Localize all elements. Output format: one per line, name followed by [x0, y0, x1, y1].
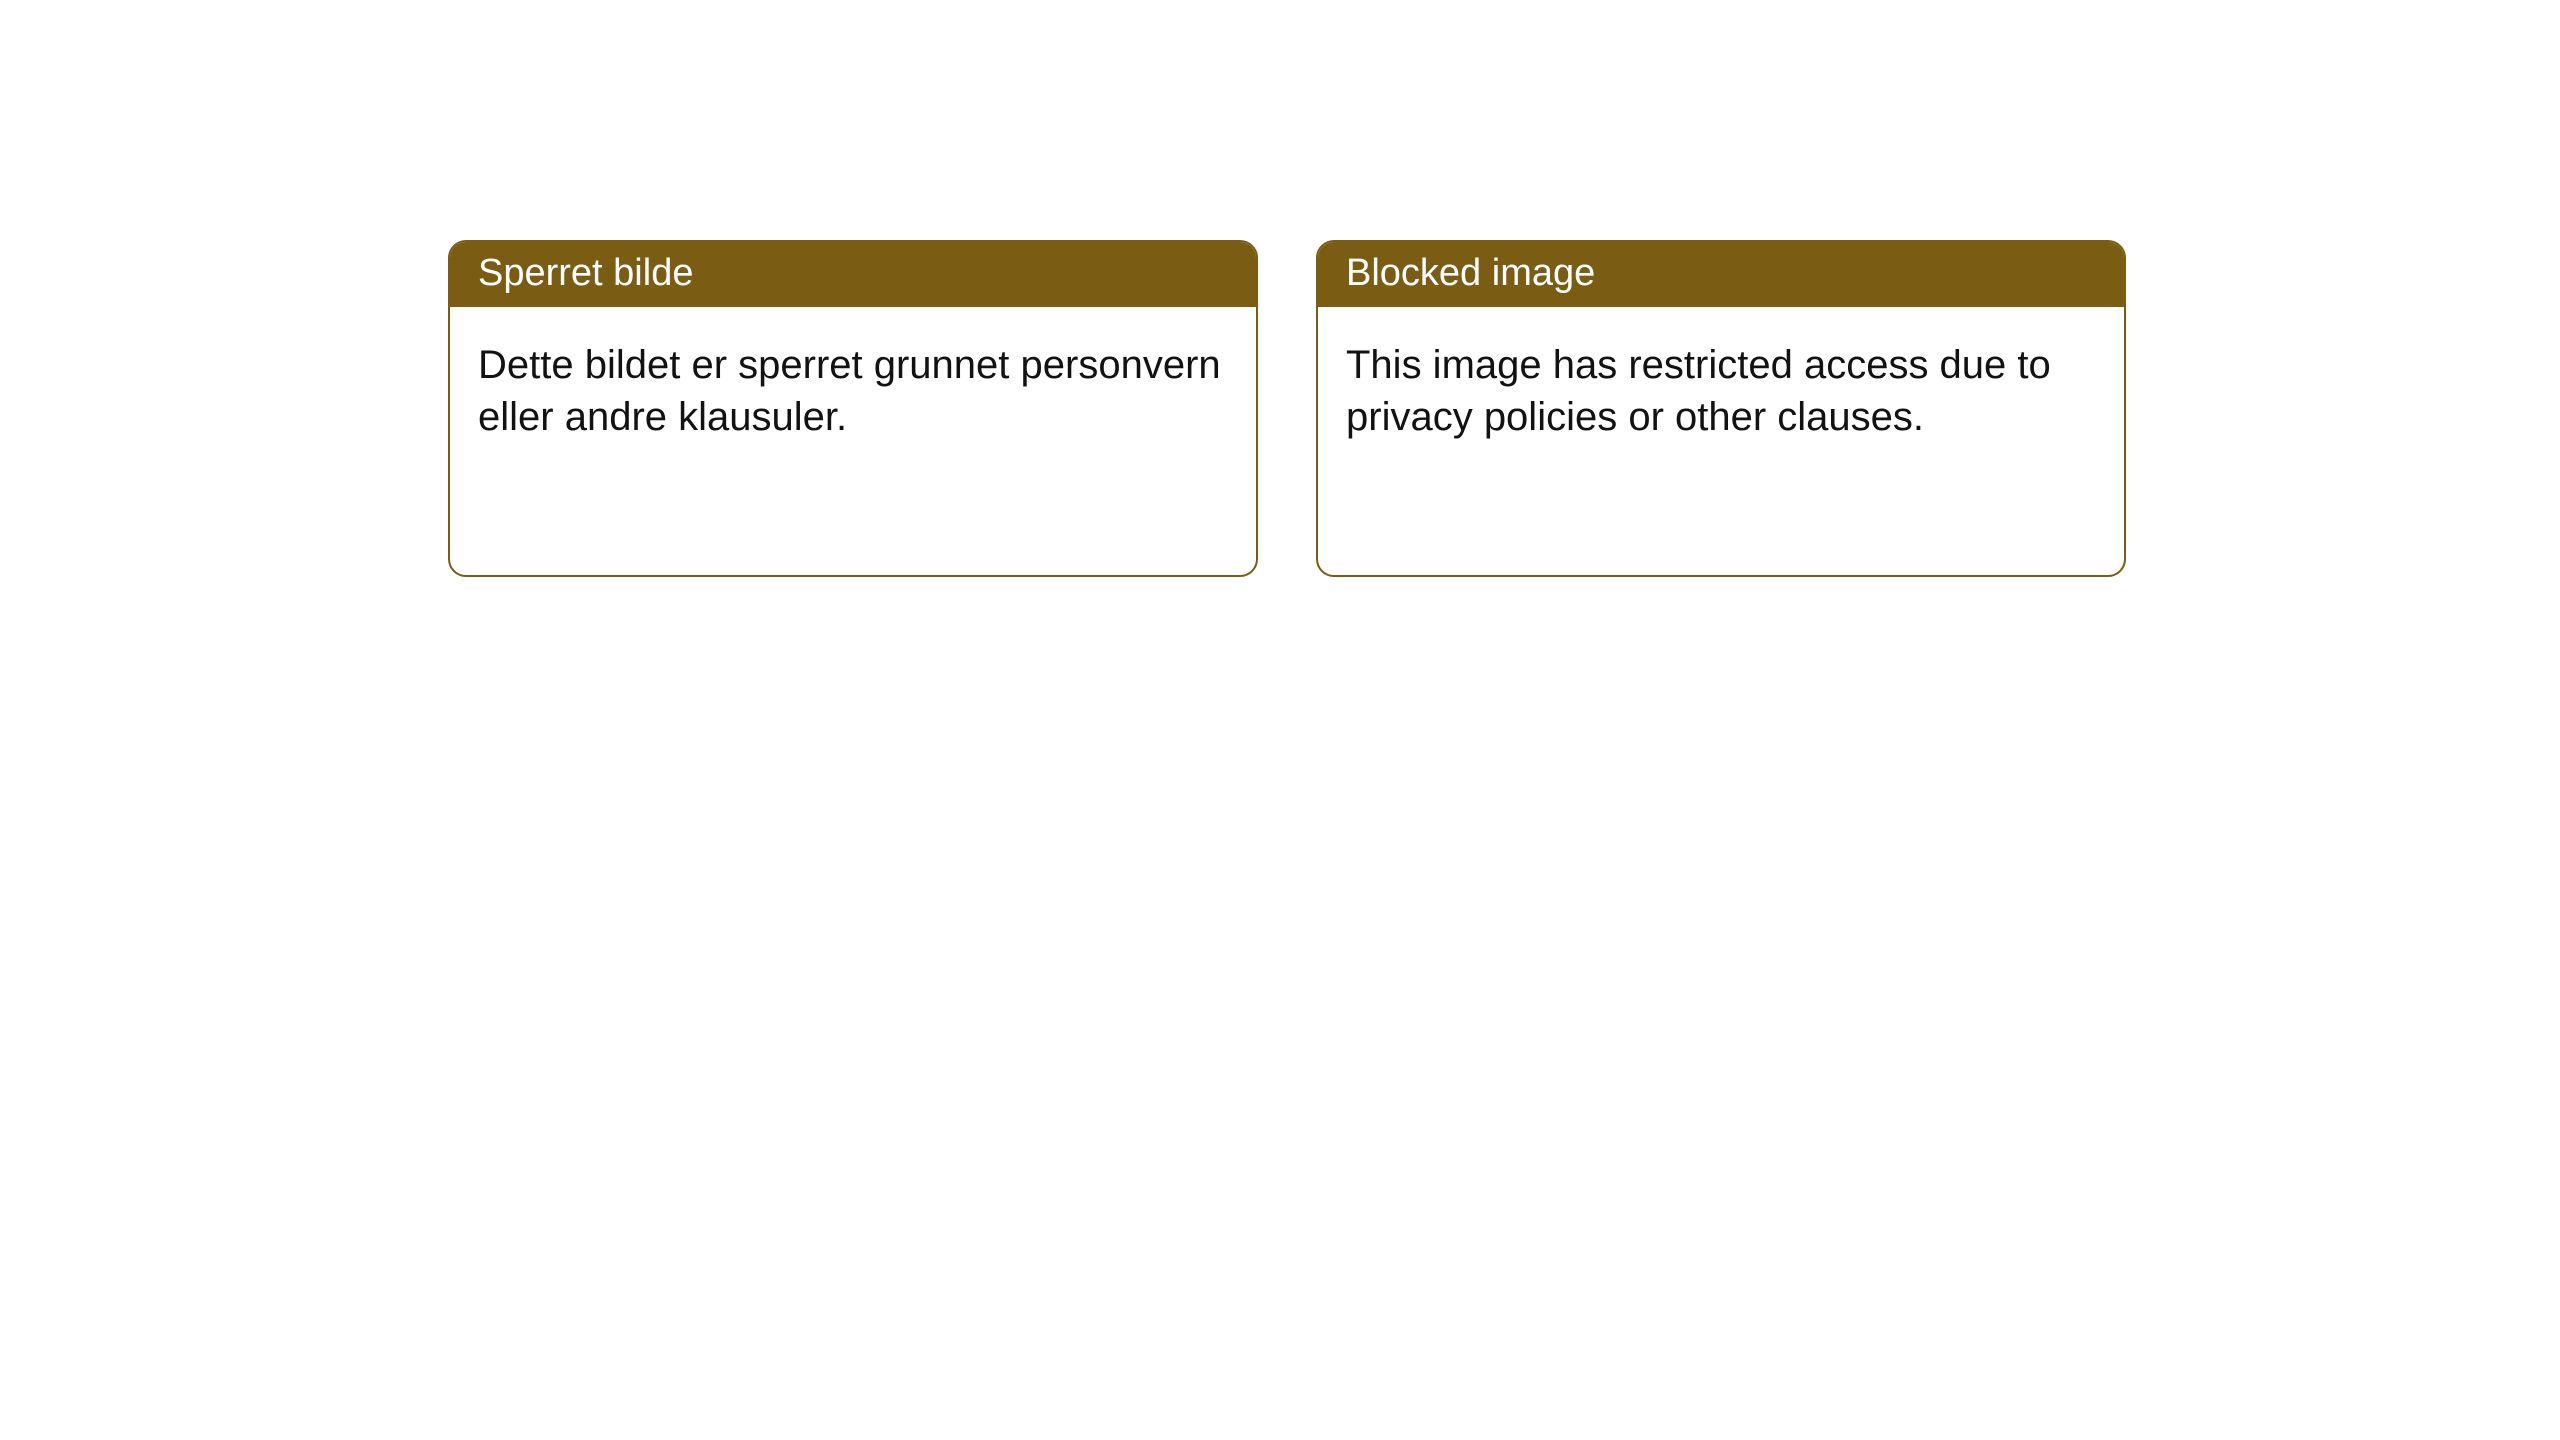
notice-card-title: Blocked image	[1318, 242, 2124, 307]
notice-card-title: Sperret bilde	[450, 242, 1256, 307]
notice-card-no: Sperret bilde Dette bildet er sperret gr…	[448, 240, 1258, 577]
notice-card-body: Dette bildet er sperret grunnet personve…	[450, 307, 1256, 475]
notice-card-container: Sperret bilde Dette bildet er sperret gr…	[0, 0, 2560, 577]
notice-card-body: This image has restricted access due to …	[1318, 307, 2124, 475]
notice-card-en: Blocked image This image has restricted …	[1316, 240, 2126, 577]
